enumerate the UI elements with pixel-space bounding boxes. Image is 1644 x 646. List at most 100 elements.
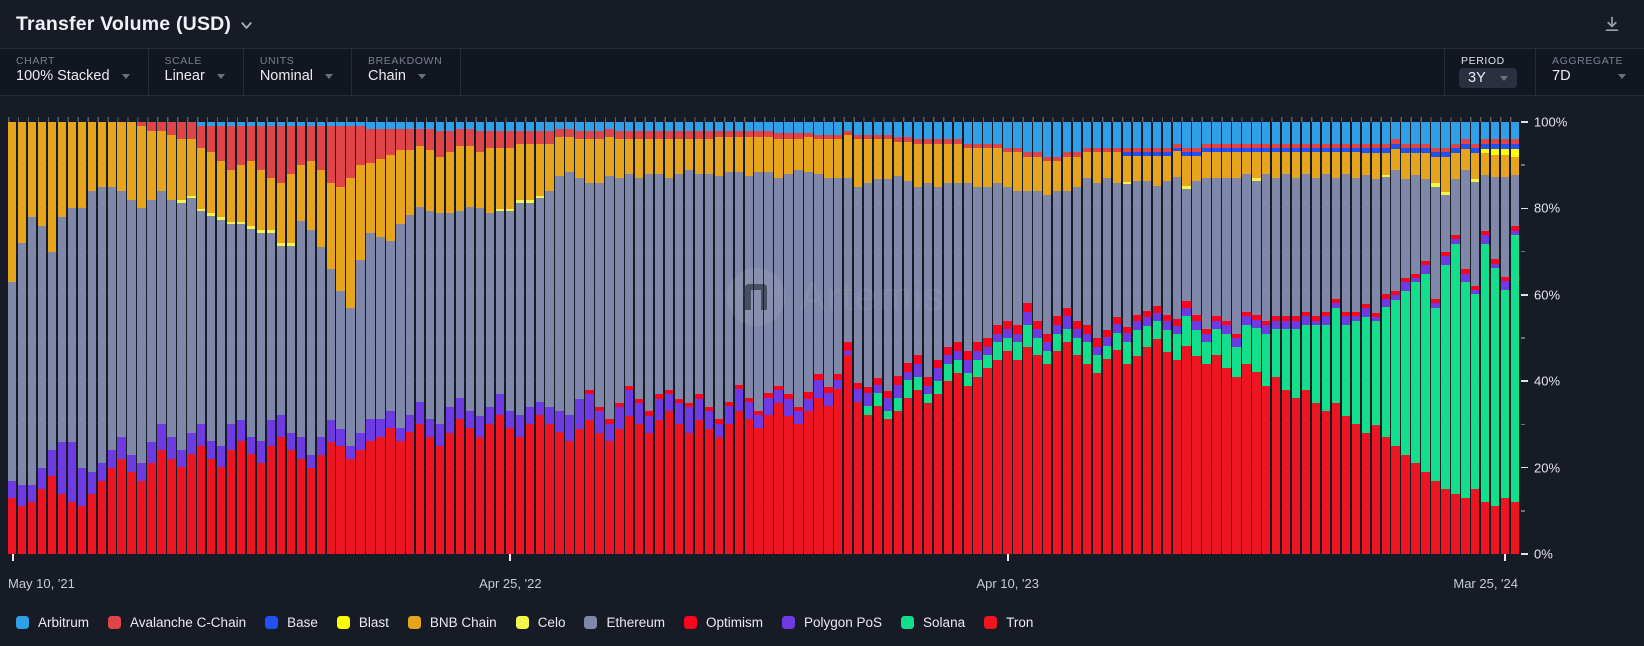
- bar-week-48[interactable]: [485, 122, 495, 554]
- bar-week-93[interactable]: [933, 122, 942, 554]
- bar-week-17[interactable]: [177, 122, 186, 554]
- bar-week-3[interactable]: [37, 122, 47, 554]
- bar-week-45[interactable]: [455, 122, 465, 554]
- bar-week-119[interactable]: [1192, 122, 1201, 554]
- bar-week-109[interactable]: [1092, 122, 1102, 554]
- legend-item-celo[interactable]: Celo: [515, 615, 565, 630]
- bar-week-84[interactable]: [844, 122, 853, 554]
- bar-week-46[interactable]: [465, 122, 475, 554]
- bar-week-101[interactable]: [1013, 122, 1022, 554]
- bar-week-82[interactable]: [824, 122, 833, 554]
- bar-week-124[interactable]: [1242, 122, 1251, 554]
- bar-week-117[interactable]: [1172, 122, 1181, 554]
- bar-week-14[interactable]: [147, 122, 156, 554]
- legend-item-tron[interactable]: Tron: [984, 615, 1033, 630]
- bar-week-91[interactable]: [913, 122, 923, 554]
- bar-week-89[interactable]: [893, 122, 903, 554]
- bar-week-11[interactable]: [117, 122, 126, 554]
- bar-week-40[interactable]: [406, 122, 415, 554]
- bar-week-41[interactable]: [416, 122, 425, 554]
- bar-week-94[interactable]: [943, 122, 952, 554]
- bar-week-121[interactable]: [1212, 122, 1221, 554]
- bar-week-151[interactable]: [1510, 122, 1520, 554]
- bar-week-125[interactable]: [1252, 122, 1261, 554]
- bar-week-106[interactable]: [1063, 122, 1072, 554]
- bar-week-5[interactable]: [57, 122, 67, 554]
- bar-week-23[interactable]: [236, 122, 246, 554]
- bar-week-27[interactable]: [276, 122, 286, 554]
- bar-week-8[interactable]: [87, 122, 96, 554]
- bar-week-6[interactable]: [67, 122, 77, 554]
- bar-week-135[interactable]: [1351, 122, 1361, 554]
- bar-week-42[interactable]: [426, 122, 435, 554]
- bar-week-52[interactable]: [525, 122, 534, 554]
- bar-week-136[interactable]: [1361, 122, 1370, 554]
- legend-item-arbitrum[interactable]: Arbitrum: [16, 615, 89, 630]
- chart-title-dropdown[interactable]: Transfer Volume (USD): [16, 13, 254, 36]
- legend-item-bnb-chain[interactable]: BNB Chain: [407, 615, 497, 630]
- bar-week-19[interactable]: [197, 122, 206, 554]
- bar-week-39[interactable]: [396, 122, 405, 554]
- bar-week-13[interactable]: [137, 122, 146, 554]
- bar-week-130[interactable]: [1301, 122, 1311, 554]
- units-dropdown[interactable]: Nominal: [260, 68, 334, 84]
- bar-week-76[interactable]: [764, 122, 773, 554]
- bar-week-44[interactable]: [445, 122, 455, 554]
- bar-week-138[interactable]: [1381, 122, 1390, 554]
- bar-week-131[interactable]: [1311, 122, 1321, 554]
- bar-week-25[interactable]: [256, 122, 266, 554]
- bar-week-144[interactable]: [1441, 122, 1450, 554]
- bar-week-54[interactable]: [545, 122, 554, 554]
- bar-week-55[interactable]: [555, 122, 564, 554]
- bar-week-53[interactable]: [535, 122, 544, 554]
- bar-week-123[interactable]: [1232, 122, 1241, 554]
- bar-week-65[interactable]: [654, 122, 664, 554]
- bar-week-56[interactable]: [565, 122, 574, 554]
- bar-week-20[interactable]: [207, 122, 216, 554]
- bar-week-62[interactable]: [625, 122, 634, 554]
- download-button[interactable]: [1598, 10, 1626, 38]
- bar-week-16[interactable]: [167, 122, 176, 554]
- bar-week-120[interactable]: [1202, 122, 1211, 554]
- bar-week-98[interactable]: [983, 122, 992, 554]
- bar-week-12[interactable]: [127, 122, 136, 554]
- bar-week-74[interactable]: [744, 122, 753, 554]
- bar-week-34[interactable]: [346, 122, 355, 554]
- legend-item-polygon-pos[interactable]: Polygon PoS: [781, 615, 882, 630]
- bar-week-104[interactable]: [1043, 122, 1052, 554]
- bar-week-111[interactable]: [1112, 122, 1122, 554]
- bar-week-30[interactable]: [306, 122, 315, 554]
- bar-week-78[interactable]: [784, 122, 793, 554]
- bar-week-59[interactable]: [595, 122, 604, 554]
- bar-week-88[interactable]: [883, 122, 893, 554]
- bar-week-15[interactable]: [157, 122, 166, 554]
- breakdown-dropdown[interactable]: Chain: [368, 68, 442, 84]
- bar-week-147[interactable]: [1471, 122, 1480, 554]
- bar-week-70[interactable]: [704, 122, 714, 554]
- bar-week-115[interactable]: [1152, 122, 1161, 554]
- bar-week-140[interactable]: [1401, 122, 1410, 554]
- bar-week-61[interactable]: [615, 122, 624, 554]
- bar-week-102[interactable]: [1023, 122, 1032, 554]
- bar-week-129[interactable]: [1291, 122, 1301, 554]
- bar-week-33[interactable]: [336, 122, 345, 554]
- legend-item-avalanche-c-chain[interactable]: Avalanche C-Chain: [108, 615, 246, 630]
- bar-week-0[interactable]: [8, 122, 17, 554]
- bar-week-99[interactable]: [993, 122, 1002, 554]
- bar-week-68[interactable]: [684, 122, 694, 554]
- bar-week-75[interactable]: [754, 122, 763, 554]
- bar-week-114[interactable]: [1142, 122, 1152, 554]
- bar-week-122[interactable]: [1222, 122, 1231, 554]
- bar-week-38[interactable]: [386, 122, 395, 554]
- bar-week-24[interactable]: [246, 122, 256, 554]
- bar-week-134[interactable]: [1341, 122, 1351, 554]
- bar-week-118[interactable]: [1182, 122, 1191, 554]
- bar-week-47[interactable]: [475, 122, 485, 554]
- bar-week-148[interactable]: [1481, 122, 1490, 554]
- bar-week-2[interactable]: [27, 122, 37, 554]
- bar-week-100[interactable]: [1003, 122, 1012, 554]
- legend-item-blast[interactable]: Blast: [336, 615, 389, 630]
- bar-week-128[interactable]: [1282, 122, 1291, 554]
- bar-week-97[interactable]: [973, 122, 982, 554]
- bar-week-110[interactable]: [1102, 122, 1112, 554]
